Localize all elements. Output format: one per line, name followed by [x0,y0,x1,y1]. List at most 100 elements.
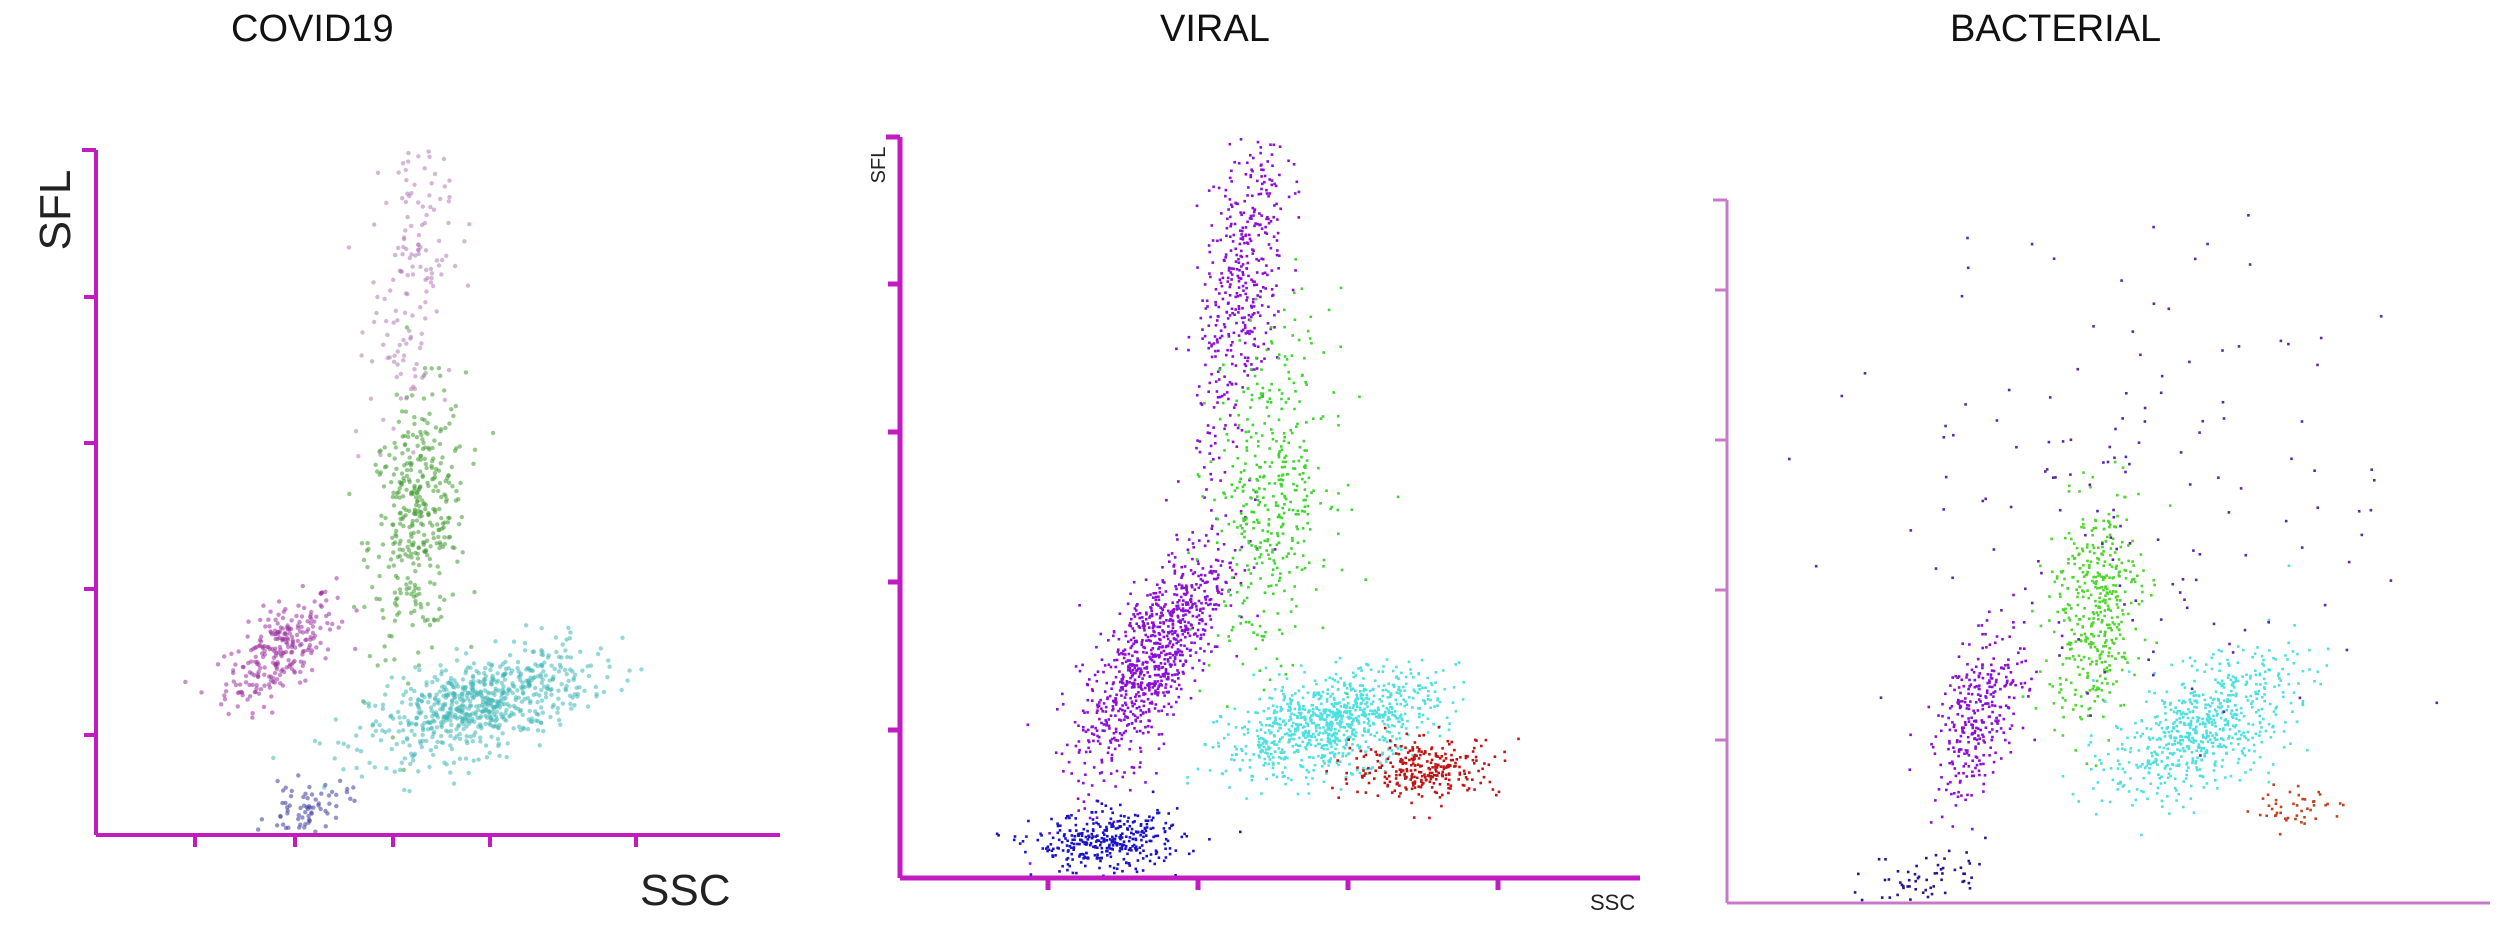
data-point [1248,478,1251,482]
data-point [433,744,439,750]
data-point [1350,723,1354,726]
data-point [1084,773,1087,776]
data-point [1127,816,1130,820]
data-point [1196,473,1200,476]
data-point [1232,520,1236,523]
data-point [1328,714,1331,717]
cluster-0 [1908,593,2064,831]
data-point [1386,723,1390,727]
data-point [1447,765,1450,769]
data-point [582,688,587,693]
data-point [423,300,428,305]
data-point [489,734,494,739]
data-point [1115,658,1119,662]
data-point [270,710,275,715]
data-point [1386,696,1390,699]
data-point [1994,680,1998,684]
data-point [1150,692,1154,696]
data-point [1381,751,1384,755]
data-point [1413,775,1416,779]
data-point [1250,510,1253,514]
data-point [431,718,436,723]
data-point [1487,763,1491,766]
data-point [1243,341,1247,345]
data-point [1169,656,1172,659]
data-point [1198,450,1202,454]
data-point [1976,709,1980,712]
data-point [1371,688,1374,691]
data-point [1334,660,1338,664]
data-point [1296,792,1300,796]
data-point [406,554,411,559]
data-point [1311,721,1314,725]
data-point [1443,687,1447,691]
data-point [1399,689,1402,692]
data-point [564,683,569,689]
data-point [1225,226,1229,230]
data-point [1265,406,1269,409]
data-point [1974,665,1978,669]
data-point [258,634,264,639]
data-point [1064,837,1067,840]
data-point [1118,680,1122,684]
data-point [215,662,221,667]
data-point [351,604,357,610]
data-point [1149,606,1152,609]
data-point [280,683,286,688]
data-point [1125,835,1128,838]
data-point [432,507,438,512]
data-point [1251,252,1255,255]
data-point [1328,738,1332,741]
data-point [1131,845,1134,848]
data-point [1121,843,1124,846]
data-point [1235,654,1239,658]
data-point [419,605,424,610]
data-point [1095,711,1099,714]
data-point [1131,654,1134,658]
data-point [1231,556,1235,560]
data-point [1233,707,1237,711]
data-point [1133,727,1136,730]
data-point [1296,541,1300,544]
data-point [444,497,449,502]
data-point [1271,164,1274,167]
data-point [1394,752,1398,755]
data-point [1322,759,1325,763]
data-point [1253,337,1256,341]
data-point [1250,778,1254,782]
data-point [478,735,483,740]
data-point [1223,393,1226,396]
data-point [1218,417,1222,421]
data-point [1988,754,1991,757]
data-point [405,544,410,550]
data-point [409,551,414,556]
data-point [458,480,463,486]
data-point [418,469,423,474]
data-point [404,487,409,492]
data-point [1311,777,1314,780]
data-point [1229,283,1232,286]
data-point [1410,776,1414,779]
data-point [1214,303,1218,307]
data-point [1265,192,1269,195]
data-point [1336,688,1340,692]
data-point [413,665,418,670]
data-point [1388,739,1392,742]
data-point [1151,647,1155,650]
data-point [295,625,301,631]
data-point [1132,613,1135,616]
data-point [1322,732,1325,735]
data-point [243,680,249,685]
data-point [1113,700,1116,704]
data-point [1276,612,1280,615]
data-point [1293,727,1297,731]
data-point [449,682,454,687]
data-point [1247,313,1251,317]
data-point [1122,843,1126,847]
data-point [1156,808,1159,812]
data-point [1233,313,1236,316]
data-point [1392,683,1396,687]
data-point [1213,645,1217,648]
data-point [380,608,385,613]
data-point [443,425,448,431]
